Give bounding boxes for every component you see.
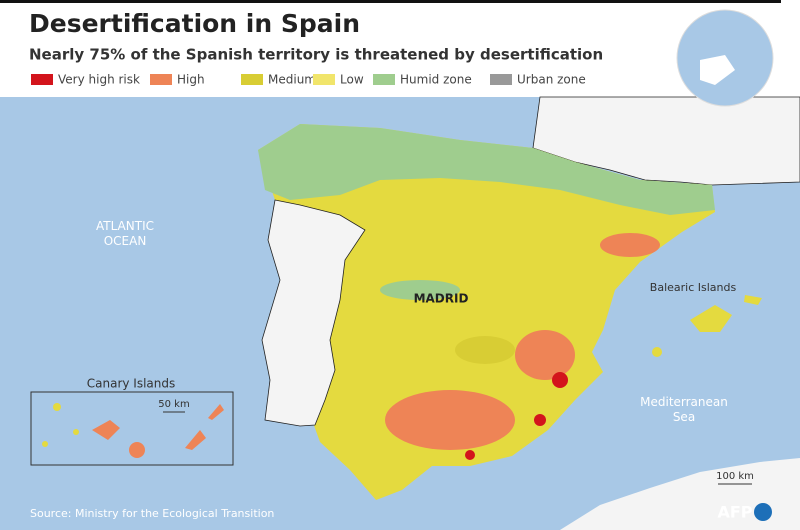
legend-swatch bbox=[241, 74, 263, 85]
legend-swatch bbox=[31, 74, 53, 85]
ocean-line: ATLANTIC bbox=[96, 219, 154, 233]
africa bbox=[560, 458, 800, 530]
fuerteventura bbox=[185, 430, 206, 450]
sea-line: Sea bbox=[673, 410, 695, 424]
islands-label: Balearic Islands bbox=[650, 281, 737, 294]
legend-label: Medium bbox=[268, 73, 316, 87]
legend-swatch bbox=[373, 74, 395, 85]
locator-spain bbox=[700, 55, 735, 85]
legend-label: Urban zone bbox=[517, 73, 586, 87]
high-south bbox=[385, 390, 515, 450]
high-east bbox=[600, 233, 660, 257]
logo-dot bbox=[754, 503, 772, 521]
legend-swatch bbox=[313, 74, 335, 85]
logo: AFP bbox=[717, 503, 752, 522]
lanzarote bbox=[208, 404, 224, 420]
portugal bbox=[261, 199, 366, 427]
ibiza bbox=[652, 347, 662, 357]
legend-label: Very high risk bbox=[58, 73, 140, 87]
france bbox=[532, 96, 800, 186]
title: Desertification in Spain bbox=[29, 9, 360, 38]
la-gomera bbox=[73, 429, 79, 435]
top-rule bbox=[0, 0, 781, 3]
tenerife bbox=[92, 420, 120, 440]
very-high-spot bbox=[465, 450, 475, 460]
scale-label: 100 km bbox=[716, 471, 754, 482]
spain bbox=[258, 124, 715, 500]
scale-label: 50 km bbox=[158, 399, 189, 410]
very-high-spot bbox=[552, 372, 568, 388]
capital-label: MADRID bbox=[414, 292, 469, 306]
ocean-label: ATLANTIC OCEAN bbox=[96, 219, 154, 248]
gran-canaria bbox=[129, 442, 145, 458]
legend-label: Humid zone bbox=[400, 73, 472, 87]
legend-label: High bbox=[177, 73, 205, 87]
subtitle: Nearly 75% of the Spanish territory is t… bbox=[29, 46, 603, 64]
source: Source: Ministry for the Ecological Tran… bbox=[30, 507, 274, 520]
mallorca bbox=[690, 305, 732, 332]
sea-line: Mediterranean bbox=[640, 395, 728, 409]
sea-label: Mediterranean Sea bbox=[640, 395, 728, 424]
humid-center bbox=[380, 280, 460, 300]
legend-swatch bbox=[490, 74, 512, 85]
canary-label: Canary Islands bbox=[87, 377, 176, 391]
ocean-line: OCEAN bbox=[104, 234, 147, 248]
la-palma bbox=[53, 403, 61, 411]
el-hierro bbox=[42, 441, 48, 447]
canary-inset bbox=[30, 391, 234, 466]
legend-label: Low bbox=[340, 73, 364, 87]
very-high-spot bbox=[534, 414, 546, 426]
menorca bbox=[744, 295, 762, 305]
legend-swatch bbox=[150, 74, 172, 85]
legend: Very high risk High Medium Low Humid zone Urb… bbox=[31, 73, 586, 87]
medium-center bbox=[455, 336, 515, 364]
high-southeast bbox=[515, 330, 575, 380]
humid-north bbox=[258, 124, 715, 215]
